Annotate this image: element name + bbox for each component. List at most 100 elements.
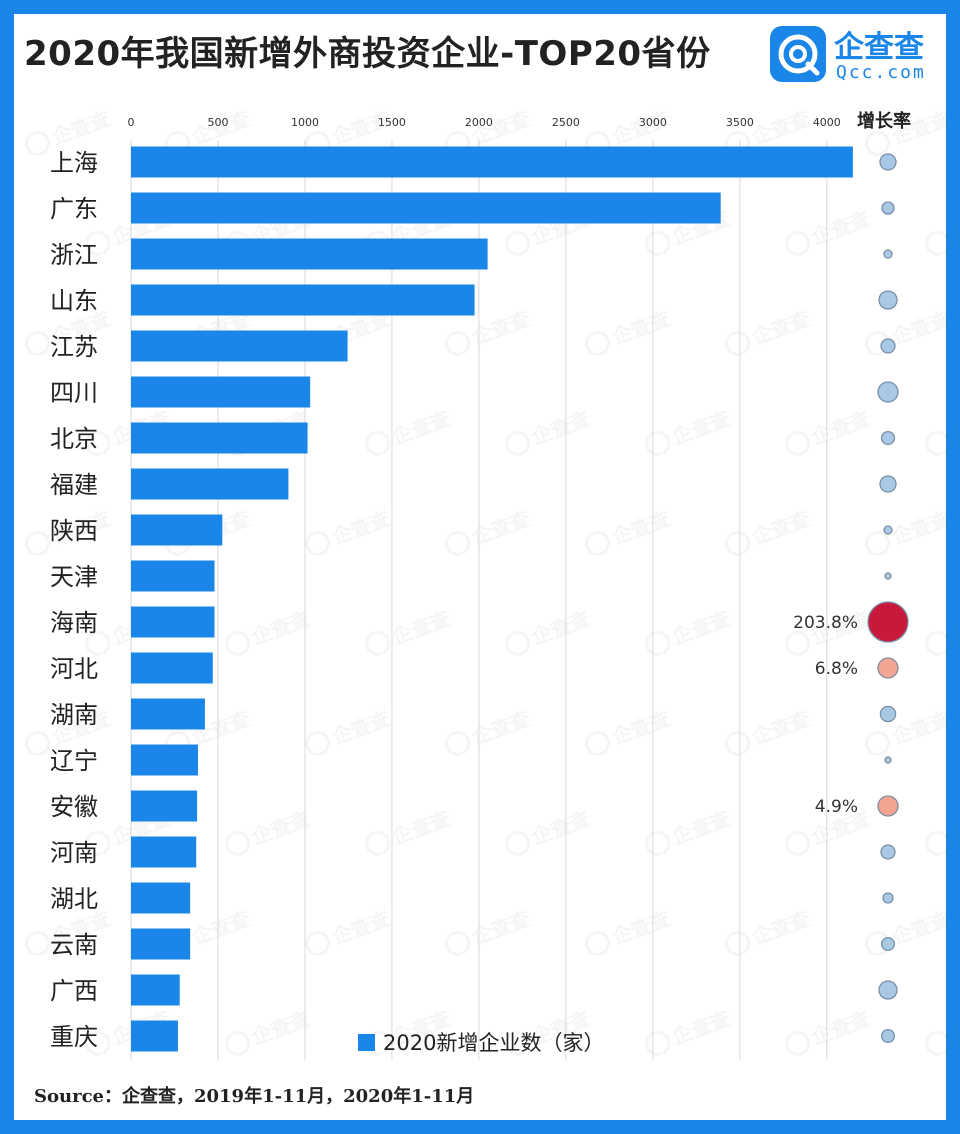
watermark-text: 企查查: [388, 606, 454, 649]
watermark-mark: 企查查: [645, 1006, 733, 1056]
watermark-mark: 企查查: [925, 606, 960, 656]
watermark-icon: [25, 730, 51, 756]
growth-bubble: [883, 525, 893, 535]
watermark-text: 企查查: [888, 906, 954, 949]
bar: [131, 238, 488, 270]
watermark-icon: [85, 630, 111, 656]
watermark-mark: 企查查: [505, 806, 594, 856]
watermark-text: 企查查: [248, 806, 314, 849]
watermark-icon: [85, 230, 111, 256]
category-label: 重庆: [50, 1023, 98, 1051]
growth-bubble: [879, 475, 897, 493]
watermark-mark: 企查查: [445, 706, 533, 756]
bar: [131, 790, 198, 822]
watermark-icon: [645, 230, 671, 256]
watermark-icon: [725, 530, 751, 556]
x-tick-label: 2500: [552, 116, 580, 129]
watermark-text: 企查查: [748, 106, 814, 149]
x-tick-label: 2000: [465, 116, 493, 129]
watermark-text: 企查查: [668, 406, 734, 449]
watermark-mark: 企查查: [225, 606, 314, 656]
watermark-text: 企查查: [528, 606, 594, 649]
category-label: 广东: [50, 195, 98, 223]
watermark-mark: 企查查: [225, 806, 314, 856]
watermark-text: 企查查: [248, 1006, 314, 1049]
watermark-text: 企查查: [528, 806, 594, 849]
watermark-icon: [865, 130, 891, 156]
watermark-mark: 企查查: [445, 906, 533, 956]
bar: [131, 882, 191, 914]
watermark-mark: 企查查: [865, 706, 953, 756]
watermark-icon: [365, 430, 391, 456]
watermark-mark: 企查查: [865, 506, 953, 556]
watermark-text: 企查查: [388, 806, 454, 849]
chart-title: 2020年我国新增外商投资企业-TOP20省份: [24, 34, 711, 74]
watermark-mark: 企查查: [785, 406, 874, 456]
watermark-mark: 企查查: [305, 906, 393, 956]
watermark-text: 企查查: [468, 306, 534, 349]
x-tick-label: 3000: [639, 116, 667, 129]
watermark-mark: 企查查: [925, 806, 960, 856]
watermark-icon: [725, 330, 751, 356]
x-tick-label: 3500: [726, 116, 754, 129]
bar: [131, 146, 853, 178]
watermark-icon: [725, 930, 751, 956]
watermark-text: 企查查: [808, 406, 874, 449]
watermark-icon: [505, 430, 531, 456]
bar: [131, 1020, 178, 1052]
watermark-icon: [25, 930, 51, 956]
watermark-mark: 企查查: [585, 706, 674, 756]
watermark-icon: [225, 830, 251, 856]
watermark-text: 企查查: [608, 506, 674, 549]
growth-label: 4.9%: [815, 797, 858, 817]
watermark-mark: 企查查: [645, 606, 733, 656]
x-tick-label: 500: [207, 116, 228, 129]
watermark-mark: 企查查: [925, 1006, 960, 1056]
bar: [131, 560, 215, 592]
category-label: 福建: [50, 471, 98, 499]
watermark-icon: [505, 1030, 531, 1056]
watermark-mark: 企查查: [365, 806, 454, 856]
watermark-mark: 企查查: [725, 906, 814, 956]
category-label: 云南: [50, 931, 98, 959]
watermark-icon: [505, 230, 531, 256]
watermark-text: 企查查: [888, 306, 954, 349]
watermark-icon: [305, 930, 331, 956]
watermark-text: 企查查: [328, 506, 394, 549]
watermark-mark: 企查查: [505, 406, 593, 456]
bar: [131, 284, 475, 316]
bar: [131, 376, 311, 408]
watermark-mark: 企查查: [645, 806, 733, 856]
watermark-icon: [365, 630, 391, 656]
watermark-text: 企查查: [748, 906, 814, 949]
x-tick-label: 1000: [291, 116, 319, 129]
watermark-text: 企查查: [608, 906, 674, 949]
growth-bubble: [877, 381, 899, 403]
watermark-mark: 企查查: [725, 506, 813, 556]
watermark-text: 企查查: [248, 606, 314, 649]
watermark-mark: 企查查: [645, 406, 734, 456]
growth-bubble: [878, 290, 898, 310]
watermark-icon: [445, 730, 471, 756]
category-label: 江苏: [50, 333, 98, 361]
watermark-mark: 企查查: [305, 506, 394, 556]
watermark-text: 企查查: [608, 706, 674, 749]
growth-label: 203.8%: [793, 613, 858, 633]
watermark-mark: 企查查: [585, 906, 674, 956]
watermark-icon: [25, 130, 51, 156]
logo-badge-icon: [770, 26, 826, 82]
category-label: 河南: [50, 839, 98, 867]
watermark-text: 企查查: [388, 406, 454, 449]
watermark-icon: [585, 930, 611, 956]
watermark-mark: 企查查: [725, 306, 813, 356]
growth-bubble: [867, 601, 909, 643]
watermark-icon: [305, 730, 331, 756]
x-tick-label: 0: [128, 116, 135, 129]
watermark-icon: [925, 230, 951, 256]
watermark-text: 企查查: [48, 106, 114, 149]
watermark-icon: [785, 830, 811, 856]
category-label: 安徽: [50, 793, 98, 821]
category-label: 浙江: [50, 241, 98, 269]
growth-bubble: [880, 430, 896, 446]
